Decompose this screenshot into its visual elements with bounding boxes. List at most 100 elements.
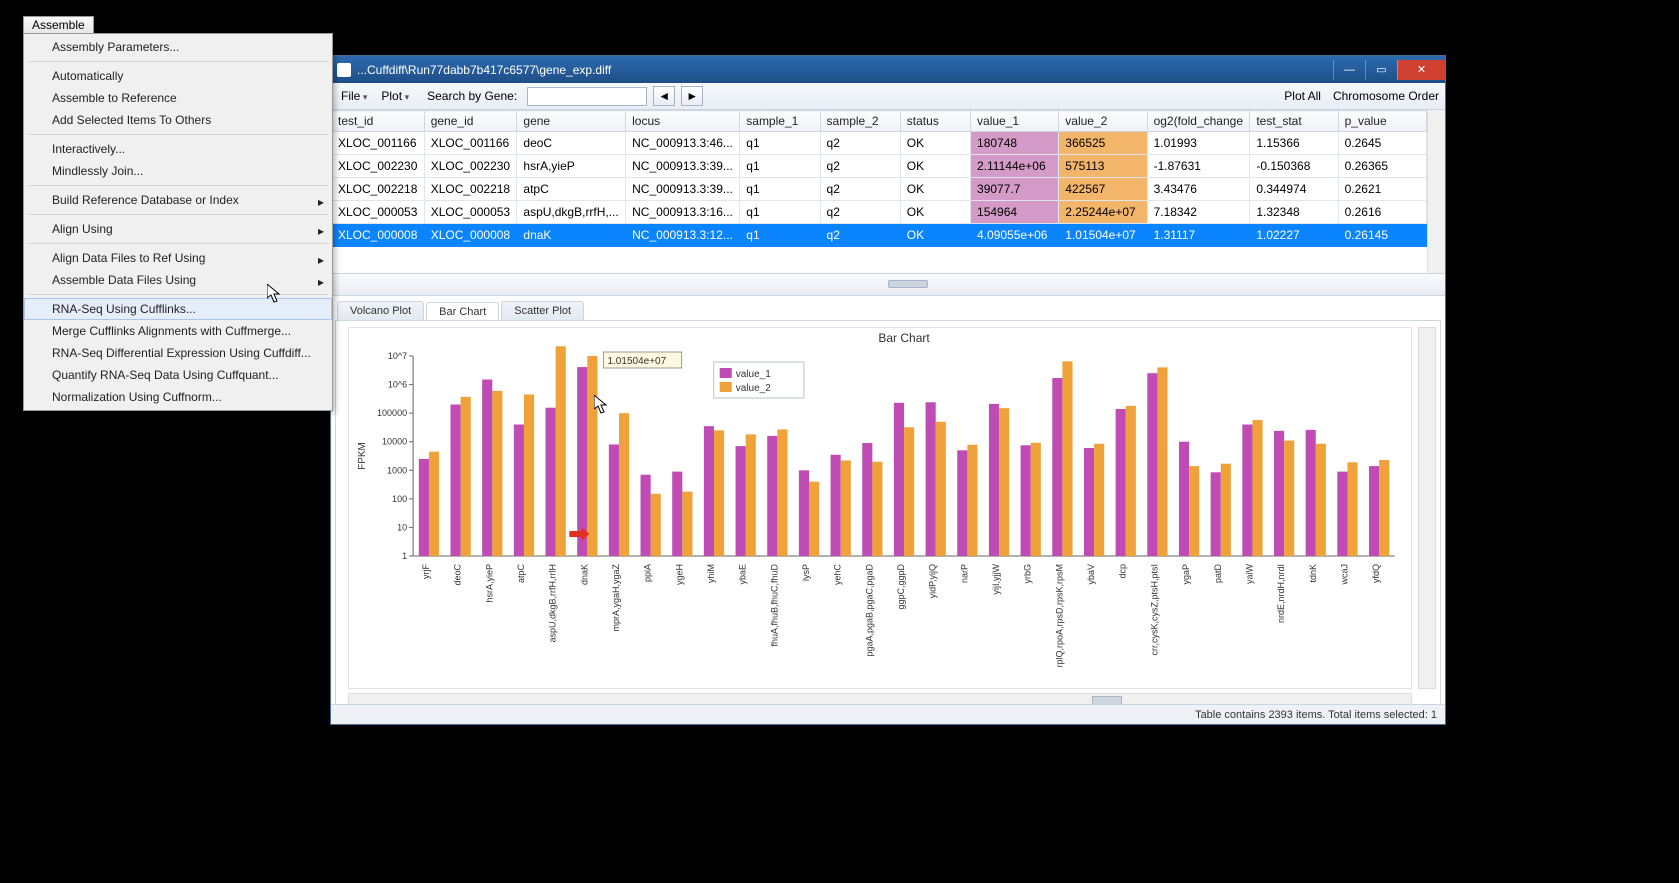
svg-text:hsrA,yieP: hsrA,yieP — [484, 564, 494, 602]
column-header[interactable]: og2(fold_change — [1147, 111, 1250, 132]
svg-text:1000: 1000 — [387, 465, 407, 475]
app-window: ...Cuffdiff\Run77dabb7b417c6577\gene_exp… — [330, 55, 1446, 725]
titlebar[interactable]: ...Cuffdiff\Run77dabb7b417c6577\gene_exp… — [331, 56, 1445, 83]
svg-text:yijI,yjjW: yijI,yjjW — [991, 564, 1001, 595]
app-icon — [337, 63, 351, 77]
svg-text:crr,cysK,cysZ,ptsH,ptsI: crr,cysK,cysZ,ptsH,ptsI — [1149, 564, 1159, 655]
menu-item[interactable]: Normalization Using Cuffnorm... — [24, 386, 332, 408]
svg-text:ybaV: ybaV — [1086, 564, 1096, 584]
status-bar: Table contains 2393 items. Total items s… — [331, 704, 1445, 724]
plot-all-button[interactable]: Plot All — [1284, 89, 1321, 103]
assemble-menu-button[interactable]: Assemble — [23, 16, 94, 34]
minimize-button[interactable]: — — [1333, 60, 1365, 80]
window-title: ...Cuffdiff\Run77dabb7b417c6577\gene_exp… — [357, 63, 611, 77]
file-menu[interactable]: File — [337, 87, 371, 105]
svg-text:yaiW: yaiW — [1244, 563, 1254, 583]
table-row[interactable]: XLOC_001166XLOC_001166deoCNC_000913.3:46… — [332, 132, 1427, 155]
svg-text:ygeH: ygeH — [674, 564, 684, 585]
column-header[interactable]: p_value — [1338, 111, 1426, 132]
data-table[interactable]: test_idgene_idgenelocussample_1sample_2s… — [331, 110, 1427, 247]
svg-text:yhiM: yhiM — [706, 564, 716, 583]
chart-vscroll[interactable] — [1418, 327, 1436, 689]
svg-text:dnaK: dnaK — [579, 564, 589, 585]
chart-tabs: Volcano PlotBar ChartScatter Plot — [331, 296, 1445, 320]
chromosome-order-button[interactable]: Chromosome Order — [1333, 89, 1439, 103]
menu-item[interactable]: Quantify RNA-Seq Data Using Cuffquant... — [24, 364, 332, 386]
menu-item[interactable]: Mindlessly Join... — [24, 160, 332, 182]
search-input[interactable] — [527, 87, 647, 106]
plot-menu[interactable]: Plot — [377, 87, 413, 105]
tab-bar-chart[interactable]: Bar Chart — [426, 302, 499, 321]
svg-text:yehC: yehC — [833, 564, 843, 585]
svg-text:Bar Chart: Bar Chart — [878, 331, 930, 345]
status-text: Table contains 2393 items. Total items s… — [1195, 709, 1437, 721]
maximize-button[interactable]: ▭ — [1365, 60, 1397, 80]
table-row[interactable]: XLOC_000053XLOC_000053aspU,dkgB,rrfH,...… — [332, 201, 1427, 224]
svg-text:deoC: deoC — [453, 564, 463, 586]
column-header[interactable]: gene_id — [424, 111, 517, 132]
menu-item[interactable]: Assemble Data Files Using▸ — [24, 269, 332, 291]
svg-text:aspU,dkgB,rrfH,rrlH: aspU,dkgB,rrfH,rrlH — [548, 564, 558, 642]
column-header[interactable]: gene — [517, 111, 626, 132]
svg-text:rplQ,rpoA,rpsD,rpsK,rpsM: rplQ,rpoA,rpsD,rpsK,rpsM — [1054, 564, 1064, 667]
menu-item[interactable]: Interactively... — [24, 138, 332, 160]
menu-item[interactable]: Align Using▸ — [24, 218, 332, 240]
search-label: Search by Gene: — [423, 87, 521, 105]
table-row[interactable]: XLOC_002230XLOC_002230hsrA,yiePNC_000913… — [332, 155, 1427, 178]
table-row[interactable]: XLOC_000008XLOC_000008dnaKNC_000913.3:12… — [332, 224, 1427, 247]
table-container: test_idgene_idgenelocussample_1sample_2s… — [331, 110, 1445, 274]
menu-item[interactable]: RNA-Seq Using Cufflinks... — [24, 298, 332, 320]
svg-text:1: 1 — [402, 551, 407, 561]
menu-item[interactable]: Build Reference Database or Index▸ — [24, 189, 332, 211]
svg-text:ppiA: ppiA — [643, 564, 653, 582]
tab-volcano-plot[interactable]: Volcano Plot — [337, 301, 424, 320]
menu-item[interactable]: Automatically — [24, 65, 332, 87]
table-row[interactable]: XLOC_002218XLOC_002218atpCNC_000913.3:39… — [332, 178, 1427, 201]
column-header[interactable]: locus — [626, 111, 740, 132]
svg-text:patD: patD — [1213, 564, 1223, 583]
menu-item[interactable]: RNA-Seq Differential Expression Using Cu… — [24, 342, 332, 364]
next-button[interactable]: ► — [681, 86, 703, 106]
svg-text:dcp: dcp — [1118, 564, 1128, 579]
svg-text:100000: 100000 — [377, 408, 407, 418]
svg-text:atpC: atpC — [516, 564, 526, 583]
menu-item[interactable]: Align Data Files to Ref Using▸ — [24, 247, 332, 269]
svg-text:ybaE: ybaE — [738, 564, 748, 584]
svg-text:ggpC,ggpD: ggpC,ggpD — [896, 564, 906, 610]
svg-text:mprA,ygaH,ygaZ: mprA,ygaH,ygaZ — [611, 564, 621, 632]
svg-text:narP: narP — [959, 564, 969, 583]
svg-text:yidP,yijQ: yidP,yijQ — [928, 564, 938, 598]
svg-text:10000: 10000 — [382, 437, 407, 447]
menu-item[interactable]: Assembly Parameters... — [24, 36, 332, 58]
menu-item[interactable]: Add Selected Items To Others — [24, 109, 332, 131]
splitter[interactable] — [331, 274, 1445, 296]
tab-scatter-plot[interactable]: Scatter Plot — [501, 301, 584, 320]
svg-text:tdnK: tdnK — [1308, 564, 1318, 582]
svg-text:10^6: 10^6 — [388, 380, 407, 390]
column-header[interactable]: value_2 — [1059, 111, 1147, 132]
column-header[interactable]: test_id — [332, 111, 425, 132]
column-header[interactable]: sample_1 — [740, 111, 820, 132]
column-header[interactable]: sample_2 — [820, 111, 900, 132]
svg-text:yrbG: yrbG — [1023, 564, 1033, 583]
chart-area[interactable]: Bar Chart11010010001000010000010^610^7FP… — [348, 327, 1412, 689]
svg-text:1.01504e+07: 1.01504e+07 — [607, 356, 666, 367]
svg-text:nrdE,nrdH,nrdI: nrdE,nrdH,nrdI — [1276, 564, 1286, 623]
svg-text:100: 100 — [392, 494, 407, 504]
prev-button[interactable]: ◄ — [653, 86, 675, 106]
svg-text:FPKM: FPKM — [357, 442, 368, 470]
column-header[interactable]: value_1 — [971, 111, 1059, 132]
svg-text:yrjF: yrjF — [421, 564, 431, 579]
table-vscroll[interactable] — [1427, 110, 1445, 273]
assemble-context-menu: Assembly Parameters...AutomaticallyAssem… — [23, 33, 333, 411]
svg-text:lysP: lysP — [801, 564, 811, 581]
menu-item[interactable]: Merge Cufflinks Alignments with Cuffmerg… — [24, 320, 332, 342]
column-header[interactable]: test_stat — [1250, 111, 1338, 132]
svg-text:10: 10 — [397, 522, 407, 532]
svg-text:value_2: value_2 — [736, 383, 772, 394]
column-header[interactable]: status — [900, 111, 970, 132]
svg-text:value_1: value_1 — [736, 369, 772, 380]
toolbar: File Plot Search by Gene: ◄ ► Plot All C… — [331, 83, 1445, 110]
menu-item[interactable]: Assemble to Reference — [24, 87, 332, 109]
close-button[interactable]: ✕ — [1397, 60, 1445, 80]
